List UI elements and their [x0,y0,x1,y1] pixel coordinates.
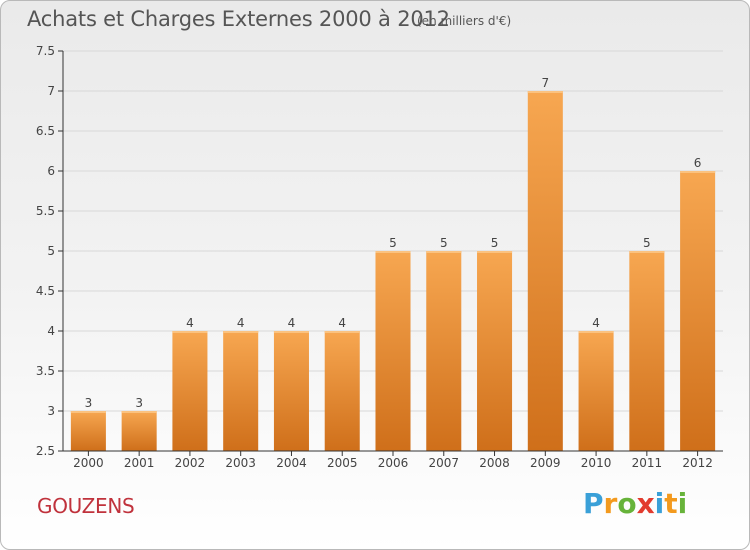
bar-2002 [172,331,208,451]
bar-value-label: 5 [389,236,397,250]
bar-2008 [477,251,513,451]
bar-2010 [578,331,614,451]
x-tick-label: 2000 [73,456,104,470]
bar-value-label: 5 [491,236,499,250]
y-tick-label: 5 [47,244,55,258]
y-tick-label: 3 [47,404,55,418]
x-tick-label: 2009 [530,456,561,470]
bar-value-label: 7 [541,76,549,90]
bar-2011 [629,251,665,451]
x-tick-label: 2012 [682,456,713,470]
bar-value-label: 4 [338,316,346,330]
bar-highlight [426,251,462,253]
x-tick-label: 2005 [327,456,358,470]
bar-value-label: 4 [237,316,245,330]
proxiti-logo[interactable]: Proxiti [583,487,687,520]
x-tick-label: 2010 [581,456,612,470]
bar-value-label: 3 [135,396,143,410]
chart-title: Achats et Charges Externes 2000 à 2012 [27,7,450,31]
bar-highlight [223,331,259,333]
x-tick-label: 2004 [276,456,307,470]
bar-value-label: 3 [85,396,93,410]
x-tick-label: 2001 [124,456,155,470]
bar-value-label: 5 [440,236,448,250]
bar-highlight [477,251,513,253]
bar-2004 [273,331,309,451]
bar-2009 [527,91,563,451]
x-tick-label: 2003 [225,456,256,470]
bar-highlight [273,331,309,333]
bar-highlight [70,411,106,413]
bar-highlight [324,331,360,333]
bar-highlight [172,331,208,333]
y-tick-label: 6.5 [36,124,55,138]
x-tick-label: 2011 [632,456,663,470]
x-tick-label: 2008 [479,456,510,470]
bar-2006 [375,251,411,451]
bar-value-label: 5 [643,236,651,250]
bar-2005 [324,331,360,451]
labels: 2.5 3 3.5 4 4.5 5 5.5 6 6.5 7 7.5 3 2000 3 2001 4 2002 4 2… [36,44,713,470]
axes [58,50,723,456]
chart-subtitle: (en milliers d'€) [417,14,512,28]
bar-highlight [629,251,665,253]
y-tick-label: 7.5 [36,44,55,58]
y-tick-label: 6 [47,164,55,178]
logo-letter: x [636,487,655,520]
bar-2007 [426,251,462,451]
bar-2001 [121,411,157,451]
commune-name: GOUZENS [37,494,135,518]
y-tick-label: 7 [47,84,55,98]
bar-value-label: 4 [592,316,600,330]
logo-letter: i [677,487,688,520]
bar-value-label: 4 [186,316,194,330]
logo-letter: i [654,487,665,520]
bar-2000 [70,411,106,451]
bars [70,91,716,451]
logo-letter: P [583,487,604,520]
bar-highlight [121,411,157,413]
bar-highlight [527,91,563,93]
logo-letter: r [603,487,618,520]
y-tick-label: 2.5 [36,444,55,458]
logo-letter: o [617,487,637,520]
x-tick-label: 2002 [175,456,206,470]
bar-highlight [578,331,614,333]
x-tick-label: 2006 [378,456,409,470]
bar-value-label: 6 [694,156,702,170]
bar-2012 [680,171,716,451]
bar-highlight [680,171,716,173]
y-tick-label: 4.5 [36,284,55,298]
y-tick-label: 5.5 [36,204,55,218]
bar-2003 [223,331,259,451]
bar-highlight [375,251,411,253]
logo-letter: t [664,487,678,520]
bar-value-label: 4 [288,316,296,330]
y-tick-label: 4 [47,324,55,338]
y-tick-label: 3.5 [36,364,55,378]
x-tick-label: 2007 [428,456,459,470]
